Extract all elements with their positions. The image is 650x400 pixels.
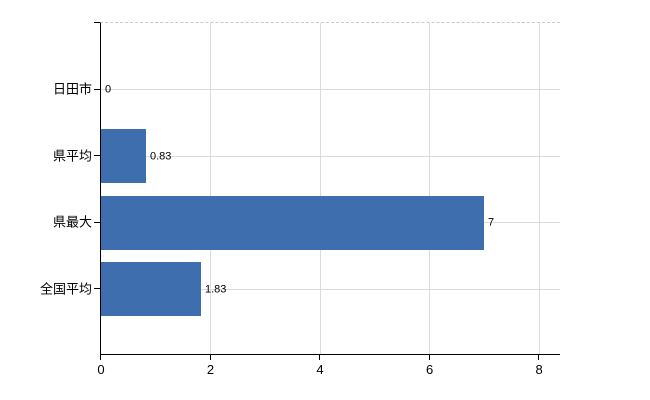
x-axis-tick xyxy=(209,355,211,360)
bar xyxy=(101,129,146,184)
vertical-gridline xyxy=(210,23,212,354)
vertical-gridline xyxy=(319,23,321,354)
y-axis-tick xyxy=(94,155,100,156)
x-axis-tick xyxy=(319,355,321,360)
category-label: 日田市 xyxy=(52,81,92,97)
x-tick-label: 4 xyxy=(316,362,324,377)
y-axis-tick xyxy=(94,222,100,223)
x-tick-label: 6 xyxy=(425,362,434,377)
x-tick-label: 0 xyxy=(97,362,105,377)
category-label: 全国平均 xyxy=(39,281,92,297)
horizontal-gridline xyxy=(101,288,560,290)
bar-value-label: 7 xyxy=(488,216,495,229)
x-tick-label: 2 xyxy=(206,362,215,377)
horizontal-gridline xyxy=(101,155,560,157)
bar-value-label: 1.83 xyxy=(205,283,227,296)
vertical-gridline xyxy=(538,23,540,354)
x-axis-tick xyxy=(100,355,101,360)
category-label: 県平均 xyxy=(52,148,92,164)
y-axis-tick xyxy=(94,288,100,289)
vertical-gridline xyxy=(429,23,431,354)
bar-value-label: 0.83 xyxy=(150,150,172,163)
y-axis-tick xyxy=(94,89,100,90)
y-axis-tick xyxy=(94,22,100,23)
x-axis-tick xyxy=(428,355,430,360)
bar xyxy=(101,195,484,250)
bar-value-label: 0 xyxy=(105,83,112,96)
plot-area: 0 0.83 7 1.83 xyxy=(100,22,560,355)
x-tick-label: 8 xyxy=(535,362,543,377)
horizontal-gridline xyxy=(101,89,560,91)
bar xyxy=(101,262,201,317)
category-label: 県最大 xyxy=(52,214,92,230)
x-axis-tick xyxy=(538,355,540,360)
